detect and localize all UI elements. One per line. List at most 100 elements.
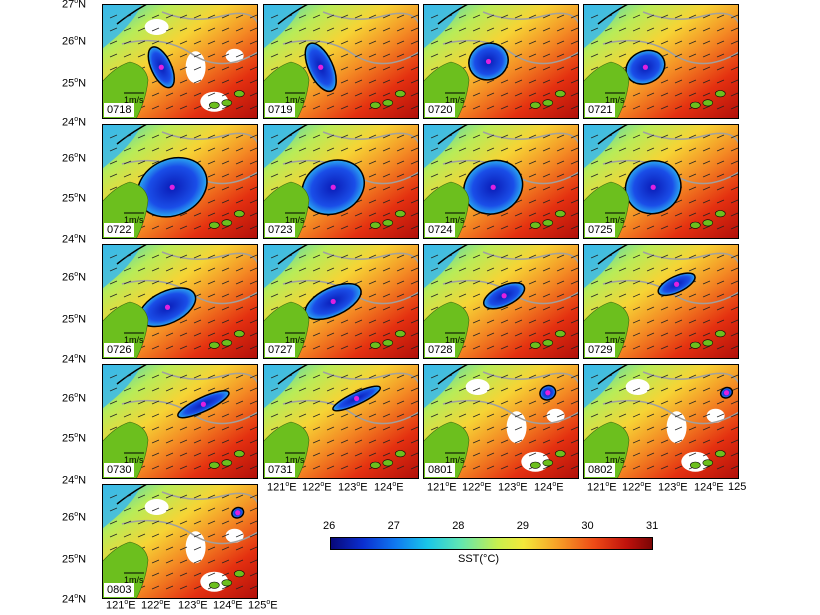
cold-coastal-water <box>583 124 623 169</box>
current-arrow <box>486 27 495 32</box>
current-arrow <box>430 53 439 58</box>
latitude-tick-label: 25oN <box>62 553 87 566</box>
current-arrow <box>702 27 711 32</box>
current-arrow <box>123 14 132 19</box>
current-arrow <box>590 280 599 285</box>
current-arrow <box>249 452 258 457</box>
current-arrow <box>632 27 641 32</box>
current-arrow <box>528 160 537 165</box>
current-arrow <box>458 280 467 285</box>
current-arrow <box>382 267 391 272</box>
eddy-center-marker <box>169 184 175 190</box>
sst-map-panel <box>102 124 258 239</box>
current-arrow <box>193 507 202 512</box>
current-arrow <box>514 426 523 431</box>
cold-coastal-water <box>263 124 303 169</box>
current-arrow <box>702 105 711 110</box>
current-arrow <box>716 27 725 32</box>
current-arrow <box>123 520 132 525</box>
current-arrow <box>151 426 160 431</box>
current-arrow <box>109 66 118 71</box>
current-arrow <box>193 387 202 392</box>
cold-coastal-water <box>263 244 303 289</box>
current-arrow <box>472 345 481 350</box>
current-arrow <box>235 520 244 525</box>
current-arrow <box>590 254 599 259</box>
current-arrow <box>590 426 599 431</box>
current-arrow <box>716 345 725 350</box>
current-arrow <box>151 585 160 590</box>
current-arrow <box>137 507 146 512</box>
current-arrow <box>646 267 655 272</box>
current-arrow <box>632 147 641 152</box>
current-arrow <box>207 306 216 311</box>
current-arrow <box>123 387 132 392</box>
current-arrow <box>702 160 711 165</box>
current-arrow <box>688 452 697 457</box>
current-arrow <box>207 199 216 204</box>
panel-date-label: 0719 <box>265 103 296 117</box>
current-arrow <box>284 413 293 418</box>
current-arrow <box>207 494 216 499</box>
current-arrow <box>646 280 655 285</box>
current-arrow <box>109 507 118 512</box>
current-arrow <box>570 173 579 178</box>
island <box>370 341 381 349</box>
current-arrow <box>702 254 711 259</box>
current-arrow <box>472 374 481 379</box>
current-arrow <box>109 40 118 45</box>
current-arrow <box>284 40 293 45</box>
current-arrow <box>368 374 377 379</box>
current-arrow <box>354 345 363 350</box>
current-arrow <box>410 465 419 470</box>
current-arrow <box>702 147 711 152</box>
current-arrow <box>570 293 579 298</box>
current-arrow <box>165 533 174 538</box>
island <box>394 90 406 98</box>
current-arrow <box>570 387 579 392</box>
current-arrow <box>730 92 739 97</box>
island <box>542 339 554 347</box>
current-arrow <box>660 332 669 337</box>
current-arrow <box>193 14 202 19</box>
island <box>221 339 233 347</box>
current-arrow <box>109 306 118 311</box>
current-arrow <box>382 452 391 457</box>
current-arrow <box>396 374 405 379</box>
current-arrow <box>235 134 244 139</box>
current-arrow <box>472 212 481 217</box>
current-arrow <box>660 79 669 84</box>
current-arrow <box>396 105 405 110</box>
current-arrow <box>646 439 655 444</box>
current-arrow <box>249 439 258 444</box>
current-arrow <box>151 147 160 152</box>
sst-map-panel <box>263 124 419 239</box>
current-arrow <box>179 92 188 97</box>
current-arrow <box>458 400 467 405</box>
current-arrow <box>179 225 188 230</box>
current-arrow <box>514 40 523 45</box>
current-arrow <box>326 27 335 32</box>
black-contour <box>116 4 148 25</box>
panel-date-label: 0726 <box>104 343 135 357</box>
current-arrow <box>193 66 202 71</box>
current-arrow <box>590 14 599 19</box>
current-arrow <box>123 160 132 165</box>
current-arrow <box>270 134 279 139</box>
current-arrow <box>444 27 453 32</box>
current-arrow <box>221 92 230 97</box>
current-arrow <box>410 225 419 230</box>
current-arrow <box>235 413 244 418</box>
current-arrow <box>716 160 725 165</box>
current-arrow <box>396 306 405 311</box>
current-arrow <box>430 413 439 418</box>
current-arrow <box>396 53 405 58</box>
current-arrow <box>270 306 279 311</box>
current-arrow <box>123 147 132 152</box>
current-arrow <box>109 533 118 538</box>
current-arrow <box>270 426 279 431</box>
current-arrow <box>109 186 118 191</box>
current-arrow <box>570 452 579 457</box>
current-arrow <box>151 332 160 337</box>
current-arrow <box>165 559 174 564</box>
